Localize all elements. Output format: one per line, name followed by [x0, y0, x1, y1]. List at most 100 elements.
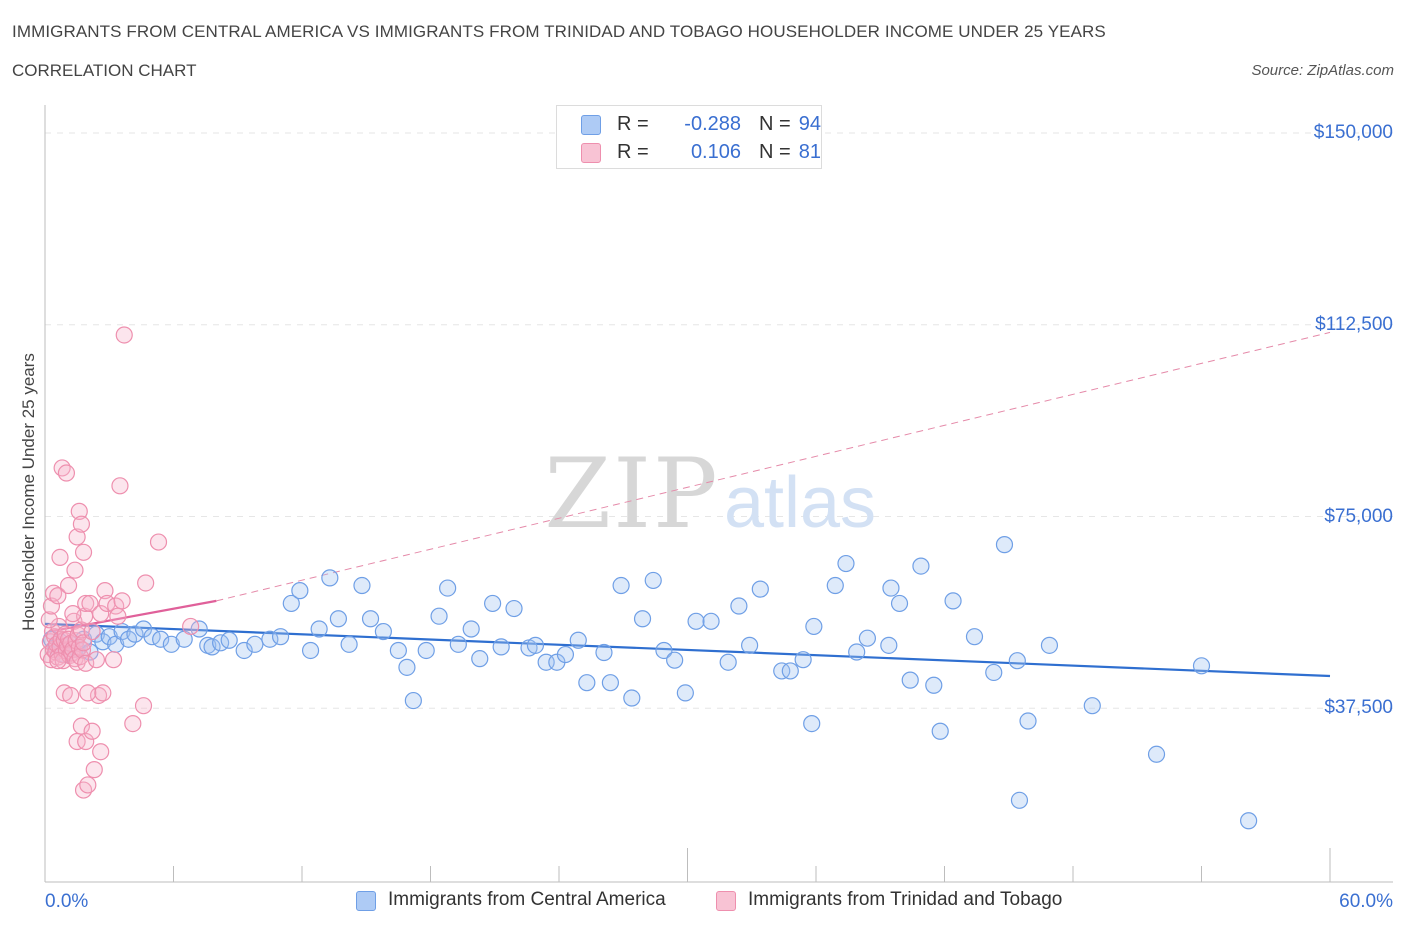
point-trinidad	[111, 477, 129, 495]
point-trinidad	[57, 464, 76, 482]
point-central-america	[805, 617, 823, 636]
point-trinidad	[124, 714, 142, 733]
point-central-america	[1010, 791, 1029, 809]
source-label: Source: ZipAtlas.com	[1251, 62, 1394, 79]
point-central-america	[612, 576, 630, 595]
point-trinidad	[51, 548, 69, 567]
point-central-america	[595, 643, 613, 662]
trend-line-trinidad	[49, 599, 217, 633]
point-trinidad	[40, 611, 58, 629]
point-central-america	[719, 653, 737, 671]
y-tick-150000: $150,000	[1313, 122, 1393, 143]
point-central-america	[430, 607, 448, 625]
point-central-america	[1008, 652, 1026, 670]
point-trinidad	[113, 592, 131, 610]
point-trinidad	[79, 684, 97, 702]
point-trinidad	[109, 607, 127, 625]
point-central-america	[340, 635, 358, 653]
point-central-america	[505, 599, 523, 618]
point-central-america	[398, 658, 416, 676]
point-central-america	[633, 610, 652, 628]
point-central-america	[353, 576, 371, 595]
point-central-america	[781, 662, 799, 680]
x-tick-min: 0.0%	[45, 891, 89, 912]
point-trinidad	[137, 574, 155, 592]
point-trinidad	[87, 651, 106, 669]
point-central-america	[702, 612, 720, 630]
legend-r-label: R =	[617, 113, 649, 135]
point-trinidad	[68, 528, 86, 546]
point-central-america	[152, 630, 170, 648]
legend-r-value: 0.106	[690, 141, 741, 163]
point-trinidad	[77, 654, 95, 672]
legend-n-value: 94	[798, 113, 821, 135]
point-central-america	[644, 571, 662, 590]
chart-title: IMMIGRANTS FROM CENTRAL AMERICA VS IMMIG…	[12, 22, 1106, 41]
point-central-america	[1019, 712, 1037, 730]
point-central-america	[848, 643, 866, 661]
legend-label: Immigrants from Trinidad and Tobago	[748, 889, 1063, 910]
point-central-america	[321, 569, 339, 587]
point-central-america	[246, 635, 264, 653]
point-trinidad	[70, 502, 88, 520]
data-points	[39, 326, 1258, 830]
point-central-america	[220, 631, 238, 649]
legend-label: Immigrants from Central America	[388, 889, 666, 910]
point-central-america	[751, 580, 769, 598]
point-central-america	[730, 597, 748, 615]
point-trinidad	[96, 582, 114, 600]
trend-lines	[44, 331, 1331, 678]
point-trinidad	[83, 722, 101, 740]
y-tick-112500: $112,500	[1315, 314, 1393, 335]
point-trinidad	[92, 605, 110, 623]
point-central-america	[329, 610, 348, 628]
point-central-america	[944, 592, 962, 610]
point-central-america	[1040, 636, 1059, 654]
point-trinidad	[134, 697, 153, 715]
point-central-america	[901, 671, 919, 689]
point-central-america	[676, 684, 694, 702]
point-central-america	[794, 651, 812, 669]
point-central-america	[361, 610, 380, 628]
point-central-america	[882, 579, 900, 597]
legend-swatch-blue	[356, 891, 376, 911]
stats-legend: R = -0.288 N = 94 R = 0.106 N = 81	[556, 105, 822, 169]
point-central-america	[492, 638, 510, 656]
y-axis-title: Householder Income Under 25 years	[19, 353, 38, 631]
point-trinidad	[94, 684, 112, 702]
point-trinidad	[49, 652, 67, 670]
point-trinidad	[92, 743, 110, 761]
point-trinidad	[85, 761, 103, 779]
point-central-america	[578, 674, 596, 692]
point-central-america	[601, 674, 620, 692]
legend-swatch-blue	[581, 115, 601, 135]
point-central-america	[484, 594, 502, 613]
point-central-america	[301, 641, 320, 660]
point-central-america	[126, 625, 144, 643]
point-central-america	[666, 651, 684, 669]
point-central-america	[203, 638, 221, 656]
y-tick-75000: $75,000	[1324, 506, 1393, 527]
point-central-america	[374, 622, 392, 641]
point-central-america	[449, 635, 467, 653]
trend-line-trinidad-projected	[216, 331, 1331, 602]
legend-r-label: R =	[617, 141, 649, 163]
point-central-america	[655, 641, 673, 660]
point-central-america	[417, 641, 435, 660]
point-central-america	[912, 557, 930, 575]
point-central-america	[1147, 745, 1166, 763]
point-central-america	[310, 620, 328, 638]
legend-swatch-pink	[581, 143, 601, 163]
point-trinidad	[42, 597, 61, 615]
point-central-america	[985, 663, 1003, 682]
point-trinidad	[79, 776, 97, 794]
point-central-america	[925, 676, 943, 694]
point-trinidad	[104, 651, 123, 669]
watermark-zip: ZIP	[544, 438, 719, 550]
point-central-america	[741, 636, 759, 654]
point-central-america	[965, 628, 984, 646]
point-trinidad	[81, 594, 99, 613]
watermark: ZIP atlas	[544, 438, 876, 550]
point-central-america	[556, 645, 575, 664]
point-trinidad	[72, 515, 91, 533]
